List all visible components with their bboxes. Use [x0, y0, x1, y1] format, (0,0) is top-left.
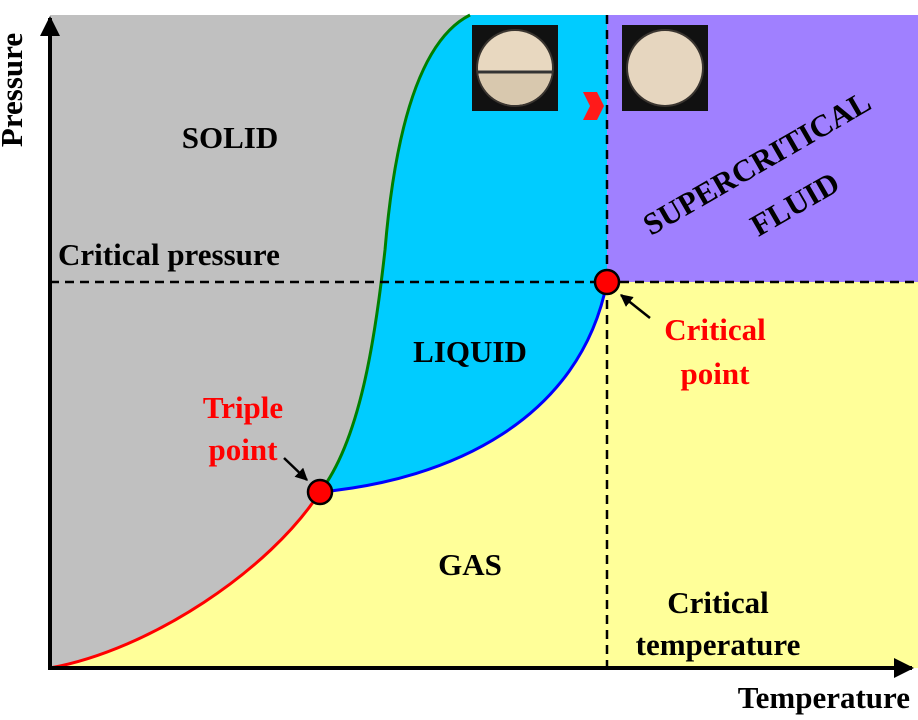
critical-pressure-label: Critical pressure [58, 237, 280, 272]
sublimation-curve [49, 491, 322, 670]
triple-point-arrow [283, 457, 308, 481]
liquid-label: LIQUID [413, 334, 527, 369]
transition-arrow [583, 92, 604, 120]
photo-two-phase [472, 25, 558, 111]
triple-point-label: point [209, 432, 279, 467]
critical-temperature-label: Critical [667, 585, 769, 620]
melting-curve [318, 13, 471, 493]
critical-point-marker [593, 268, 621, 296]
solid-label: SOLID [182, 120, 278, 155]
critical-temperature-label: temperature [636, 627, 801, 662]
x-axis-label: Temperature [738, 680, 910, 715]
gas-label: GAS [438, 547, 502, 582]
triple-point-marker [306, 478, 334, 506]
critical-point-arrow [620, 294, 651, 319]
critical-point-label: point [681, 356, 751, 391]
liquid-region [320, 15, 607, 492]
critical-point-label: Critical [664, 312, 766, 347]
vaporization-curve [319, 281, 609, 494]
solid-region [50, 15, 470, 668]
triple-point-label: Triple [203, 390, 283, 425]
y-axis-label: Pressure [0, 33, 29, 147]
photo-supercritical [622, 25, 708, 111]
